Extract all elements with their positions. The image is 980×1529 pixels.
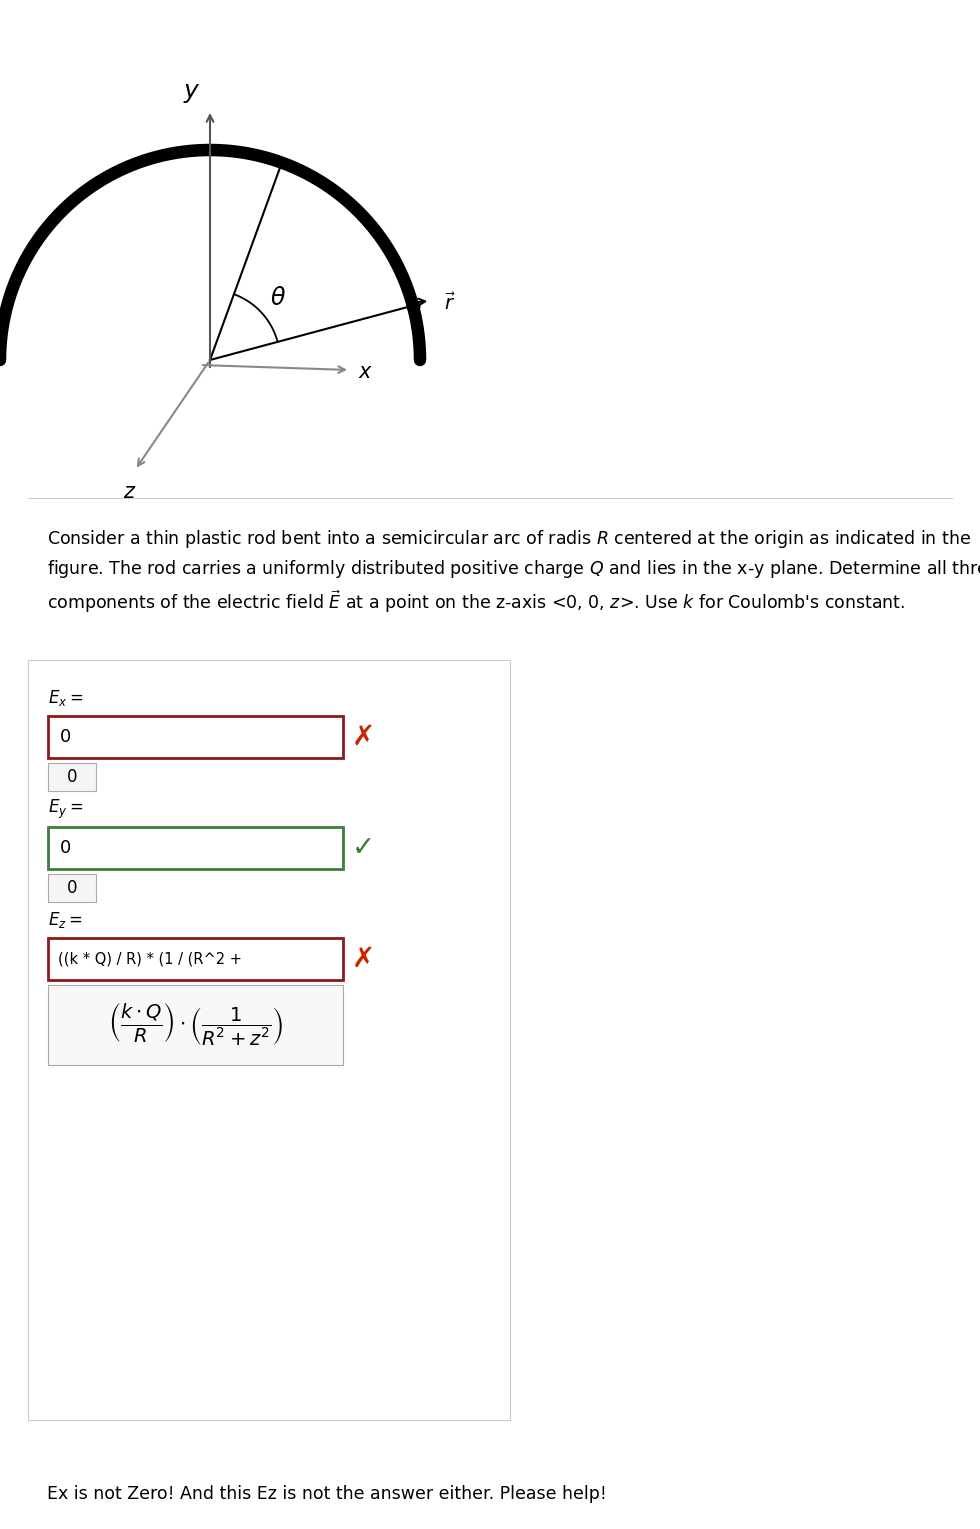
FancyBboxPatch shape: [48, 985, 343, 1066]
Text: figure. The rod carries a uniformly distributed positive charge $Q$ and lies in : figure. The rod carries a uniformly dist…: [47, 558, 980, 579]
FancyBboxPatch shape: [28, 661, 510, 1420]
Text: 0: 0: [67, 879, 77, 898]
Text: $E_y =$: $E_y =$: [48, 798, 83, 821]
FancyBboxPatch shape: [48, 716, 343, 758]
Text: ✗: ✗: [352, 723, 374, 751]
Text: 0: 0: [60, 728, 72, 746]
Text: ✓: ✓: [352, 833, 374, 862]
Text: $\left(\dfrac{k \cdot Q}{R}\right) \cdot \left(\dfrac{1}{R^2 + z^2}\right)$: $\left(\dfrac{k \cdot Q}{R}\right) \cdot…: [108, 1001, 283, 1049]
Text: $\vec{r}$: $\vec{r}$: [444, 292, 456, 313]
FancyBboxPatch shape: [48, 937, 343, 980]
Text: $z$: $z$: [123, 482, 136, 502]
FancyBboxPatch shape: [48, 875, 96, 902]
Text: $E_z =$: $E_z =$: [48, 910, 82, 930]
Text: Ex is not Zero! And this Ez is not the answer either. Please help!: Ex is not Zero! And this Ez is not the a…: [47, 1485, 607, 1503]
Text: Consider a thin plastic rod bent into a semicircular arc of radis $R$ centered a: Consider a thin plastic rod bent into a …: [47, 528, 971, 550]
Text: 0: 0: [60, 839, 72, 856]
Text: $x$: $x$: [358, 362, 373, 382]
FancyBboxPatch shape: [48, 827, 343, 868]
Text: components of the electric field $\vec{E}$ at a point on the z-axis <0, 0, $z$>.: components of the electric field $\vec{E…: [47, 589, 906, 615]
Text: ✗: ✗: [352, 945, 374, 972]
Text: 0: 0: [67, 768, 77, 786]
Text: $y$: $y$: [183, 81, 201, 106]
Text: $\theta$: $\theta$: [270, 286, 286, 310]
Text: ((k * Q) / R) * (1 / (R^2 +: ((k * Q) / R) * (1 / (R^2 +: [58, 951, 242, 966]
Text: $E_x =$: $E_x =$: [48, 688, 83, 708]
FancyBboxPatch shape: [48, 763, 96, 790]
